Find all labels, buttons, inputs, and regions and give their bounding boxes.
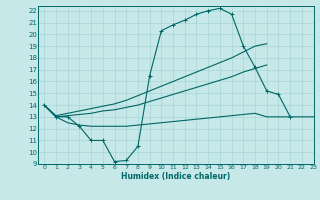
X-axis label: Humidex (Indice chaleur): Humidex (Indice chaleur) (121, 172, 231, 181)
